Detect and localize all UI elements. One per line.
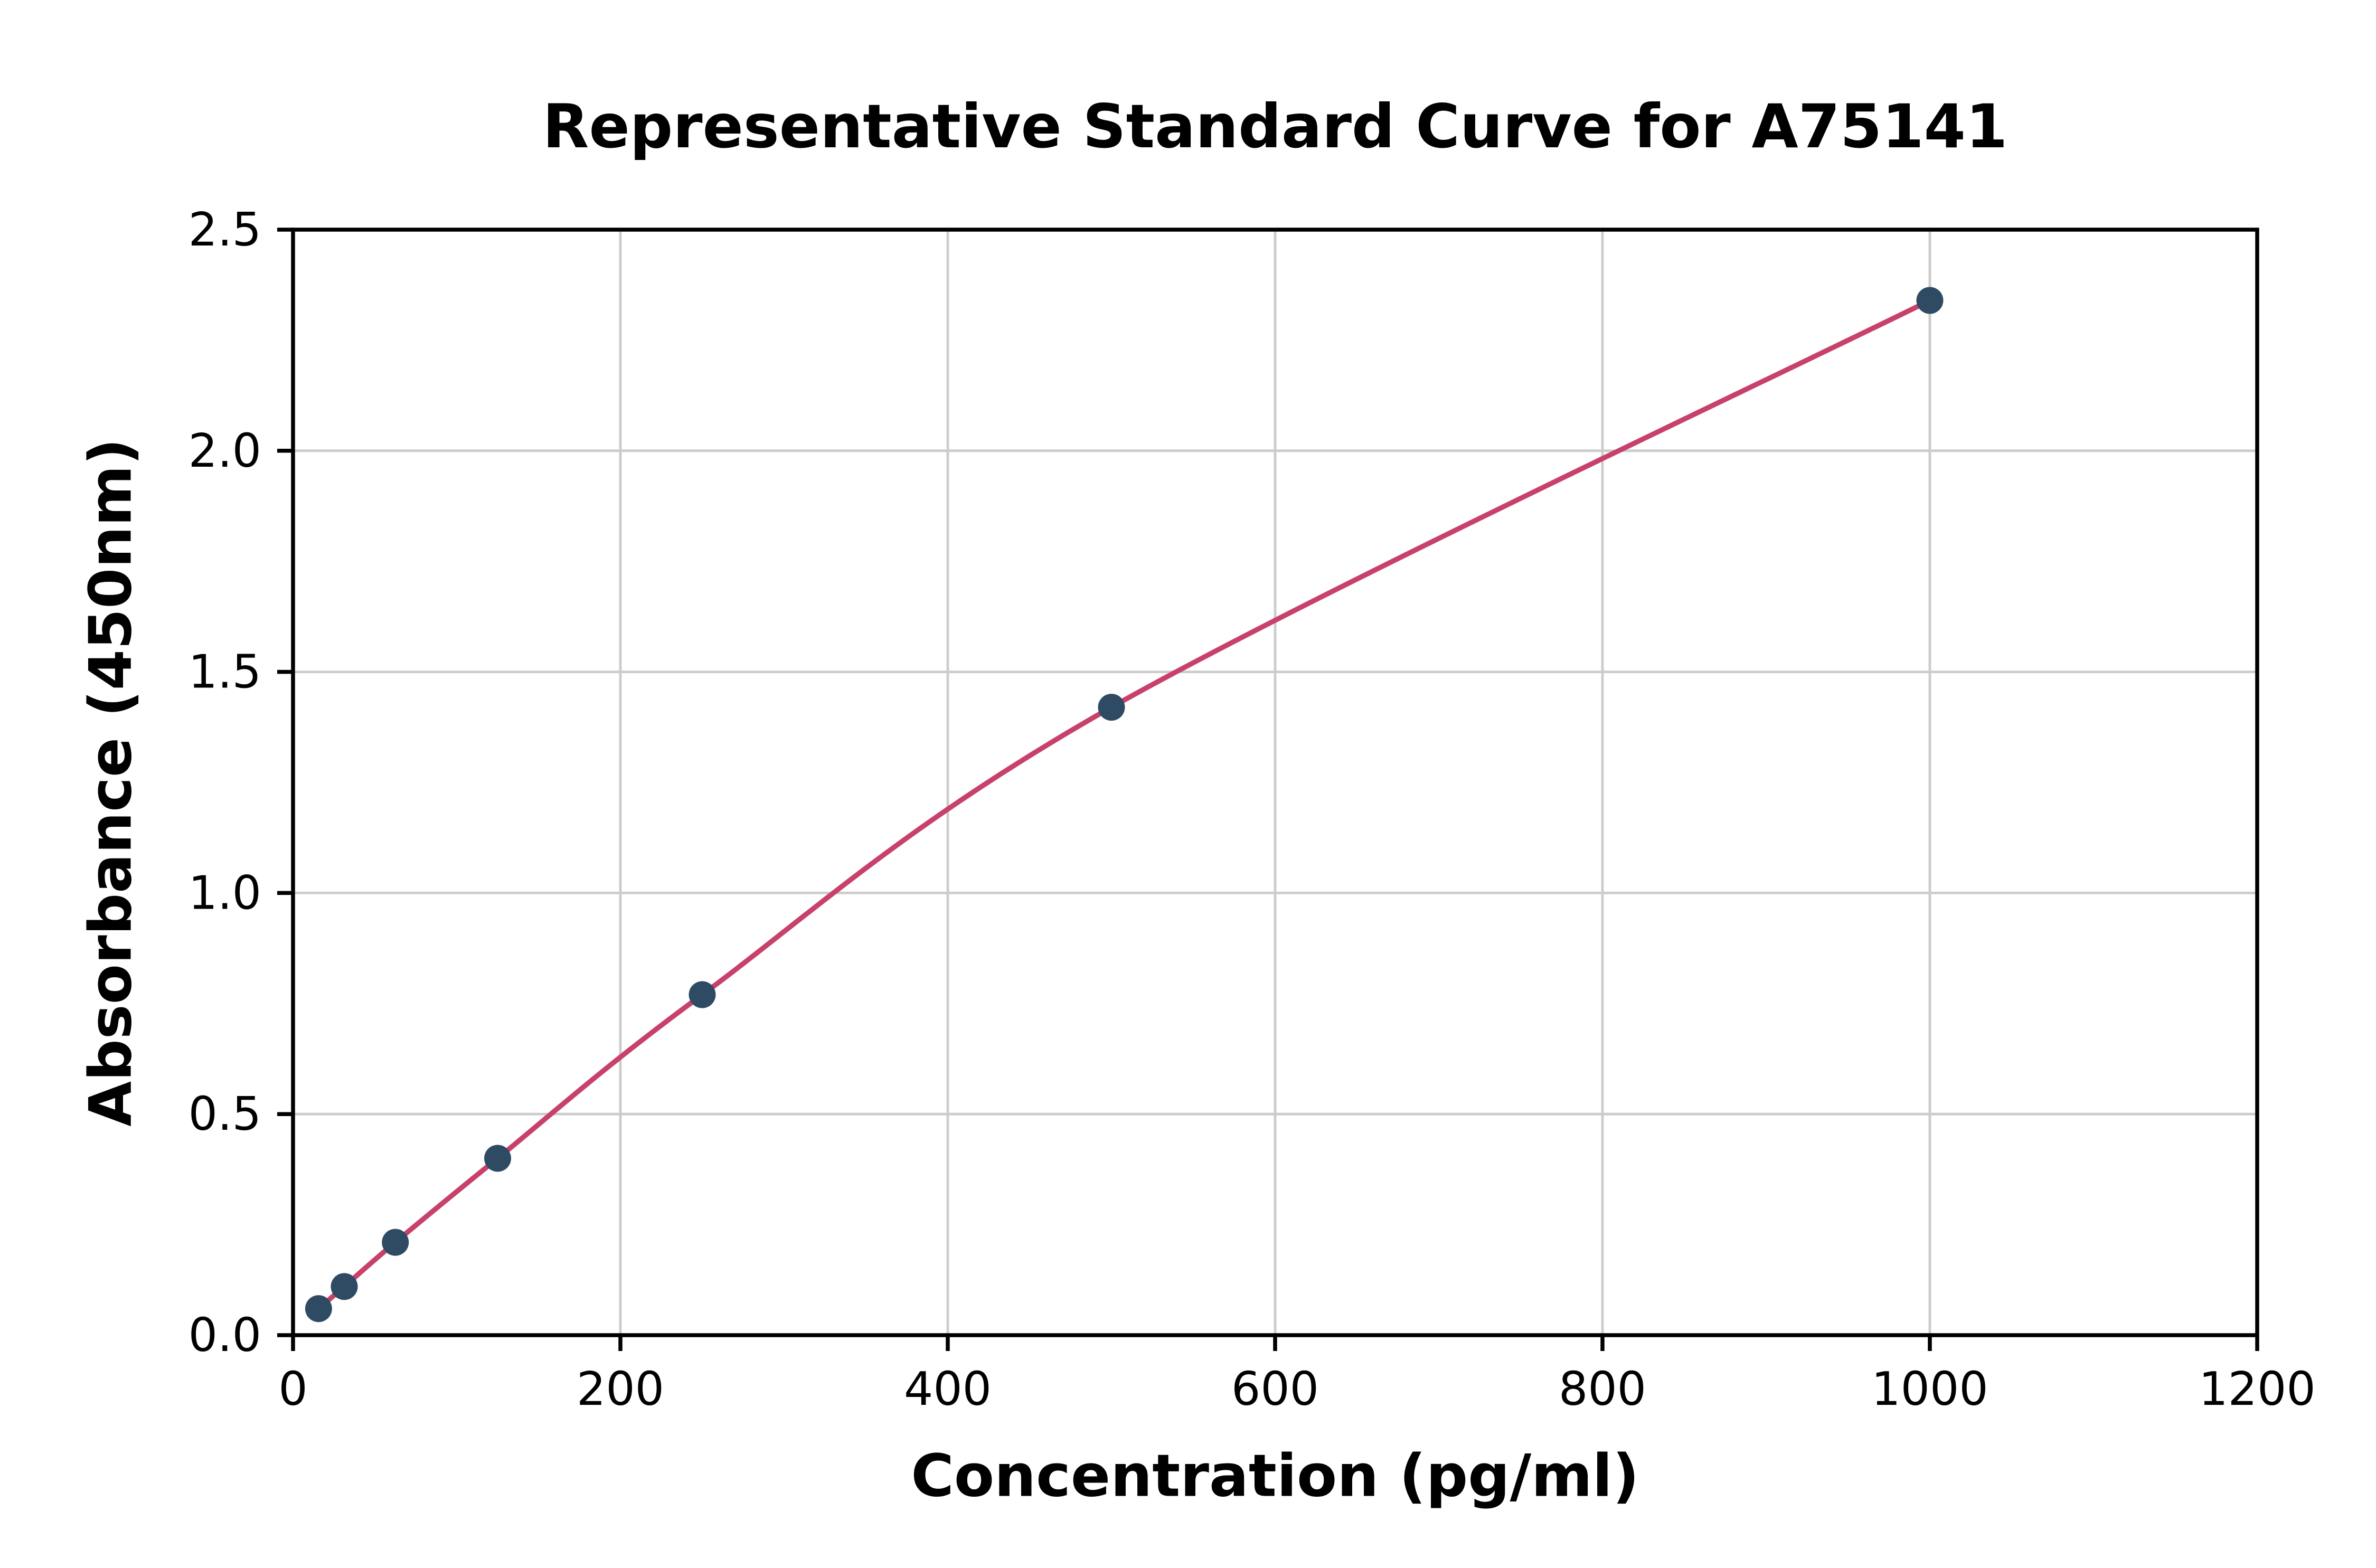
- x-axis-label: Concentration (pg/ml): [911, 1442, 1639, 1510]
- data-point: [484, 1145, 511, 1172]
- x-tick-label: 1200: [2199, 1362, 2315, 1416]
- x-tick-label: 200: [577, 1362, 664, 1416]
- y-tick-label: 1.0: [188, 866, 261, 920]
- x-tick-label: 800: [1559, 1362, 1646, 1416]
- x-tick-label: 400: [904, 1362, 992, 1416]
- y-tick-label: 2.0: [188, 424, 261, 478]
- data-point: [331, 1273, 358, 1300]
- chart-title: Representative Standard Curve for A75141: [542, 92, 2008, 162]
- x-tick-label: 1000: [1871, 1362, 1988, 1416]
- data-point: [305, 1295, 332, 1323]
- y-axis-label: Absorbance (450nm): [77, 438, 145, 1127]
- x-tick-label: 0: [278, 1362, 307, 1416]
- y-tick-label: 1.5: [188, 645, 261, 699]
- x-tick-label: 600: [1231, 1362, 1319, 1416]
- data-point: [1098, 694, 1125, 721]
- data-point: [382, 1229, 409, 1256]
- data-point: [689, 981, 716, 1008]
- data-point: [1916, 287, 1944, 314]
- y-tick-label: 0.5: [188, 1087, 261, 1141]
- y-tick-label: 0.0: [188, 1308, 261, 1362]
- y-tick-label: 2.5: [188, 203, 261, 257]
